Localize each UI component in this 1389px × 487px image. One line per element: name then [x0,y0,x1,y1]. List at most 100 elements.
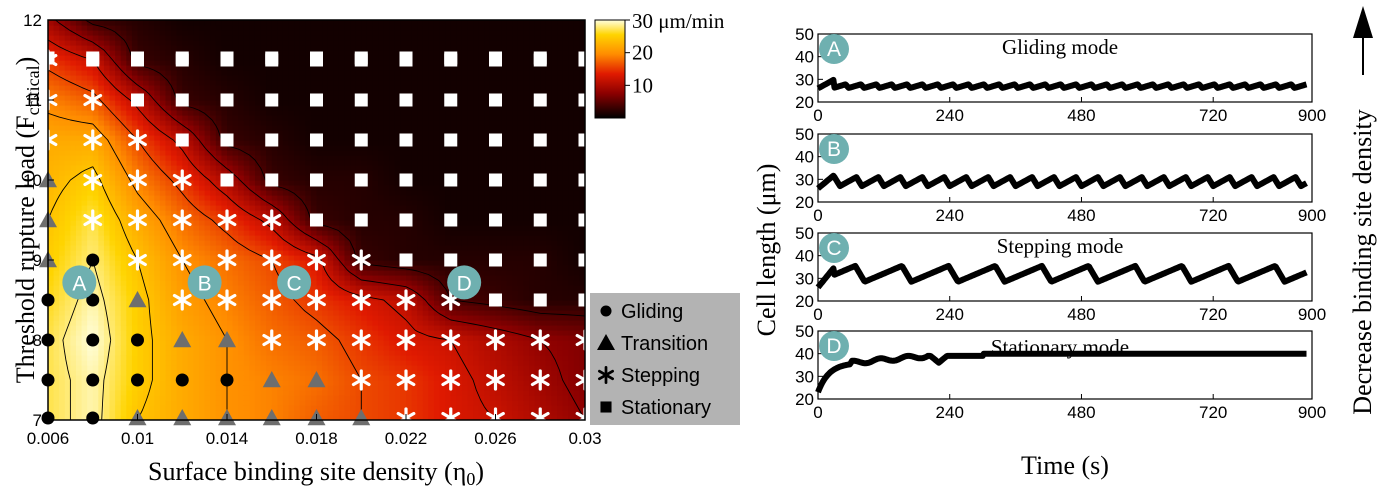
heatmap-cell [232,190,239,196]
heatmap-cell [232,365,239,371]
heatmap-cell [98,355,105,361]
heatmap-cell [254,375,262,381]
heatmap-cell [148,70,155,76]
heatmap-cell [271,165,278,171]
heatmap-cell [159,355,167,361]
heatmap-cell [322,115,329,121]
heatmap-cell [344,270,351,276]
heatmap-cell [148,250,155,256]
heatmap-cell [48,145,55,151]
heatmap-cell [159,75,167,81]
heatmap-cell [232,245,239,251]
heatmap-cell [109,175,116,181]
heatmap-cell [327,185,334,191]
heatmap-cell [81,95,88,101]
heatmap-cell [277,305,284,311]
heatmap-cell [299,355,306,361]
heatmap-cell [81,400,88,406]
heatmap-cell [333,95,340,101]
heatmap-cell [176,45,183,51]
heatmap-cell [361,390,368,396]
heatmap-cell [126,395,133,401]
heatmap-cell [182,325,189,331]
heatmap-cell [204,150,211,156]
heatmap-cell [389,125,396,131]
heatmap-cell [271,310,278,316]
heatmap-cell [361,205,368,211]
heatmap-cell [361,225,368,231]
heatmap-cell [310,35,318,41]
heatmap-cell [199,120,206,126]
heatmap-cell [316,45,323,51]
heatmap-cell [98,275,105,281]
heatmap-cell [378,250,385,256]
heatmap-cell [355,360,362,366]
heatmap-cell [282,395,290,401]
heatmap-cell [70,20,77,26]
heatmap-cell [344,300,351,306]
heatmap-cell [98,190,105,196]
heatmap-cell [148,30,155,36]
heatmap-cell [143,50,150,56]
heatmap-cell [249,225,256,231]
heatmap-cell [131,45,139,51]
heatmap-cell [260,100,267,106]
heatmap-cell [372,135,379,141]
heatmap-cell [98,135,105,141]
heatmap-cell [215,70,222,76]
heatmap-cell [227,305,234,311]
heatmap-cell [254,145,262,151]
heatmap-cell [310,275,318,281]
heatmap-cell [350,70,357,76]
heatmap-cell [271,20,278,26]
heatmap-cell [271,145,278,151]
heatmap-cell [316,275,323,281]
heatmap-cell [266,105,273,111]
heatmap-cell [126,295,133,301]
heatmap-cell [53,275,60,281]
heatmap-cell [87,110,94,116]
heatmap-cell [316,360,323,366]
heatmap-cell [266,75,273,81]
heatmap-cell [366,115,374,121]
heatmap-cell [137,40,144,46]
heatmap-cell [204,235,211,241]
heatmap-cell [131,40,139,46]
heatmap-cell [294,315,301,321]
heatmap-cell [227,330,234,336]
heatmap-cell [64,100,71,106]
heatmap-cell [59,335,66,341]
heatmap-cell [221,350,228,356]
heatmap-cell [131,320,139,326]
heatmap-cell [260,50,267,56]
heatmap-cell [159,280,167,286]
heatmap-cell [48,305,55,311]
heatmap-cell [154,265,161,271]
heatmap-cell [299,155,306,161]
heatmap-cell [87,145,94,151]
heatmap-cell [378,135,385,141]
heatmap-cell [254,175,262,181]
heatmap-cell [366,210,374,216]
heatmap-cell [249,110,256,116]
heatmap-cell [154,125,161,131]
heatmap-cell [355,350,362,356]
heatmap-cell [316,75,323,81]
heatmap-cell [294,385,301,391]
heatmap-cell [131,130,139,136]
heatmap-cell [372,315,379,321]
heatmap-cell [193,200,200,206]
heatmap-cell [48,290,55,296]
heatmap-cell [154,295,161,301]
heatmap-cell [333,65,340,71]
heatmap-cell [378,360,385,366]
heatmap-cell [215,180,222,186]
heatmap-cell [344,190,351,196]
heatmap-cell [333,250,340,256]
heatmap-cell [249,185,256,191]
heatmap-cell [333,345,340,351]
heatmap-cell [266,145,273,151]
heatmap-cell [204,390,211,396]
heatmap-cell [344,70,351,76]
heatmap-cell [344,310,351,316]
